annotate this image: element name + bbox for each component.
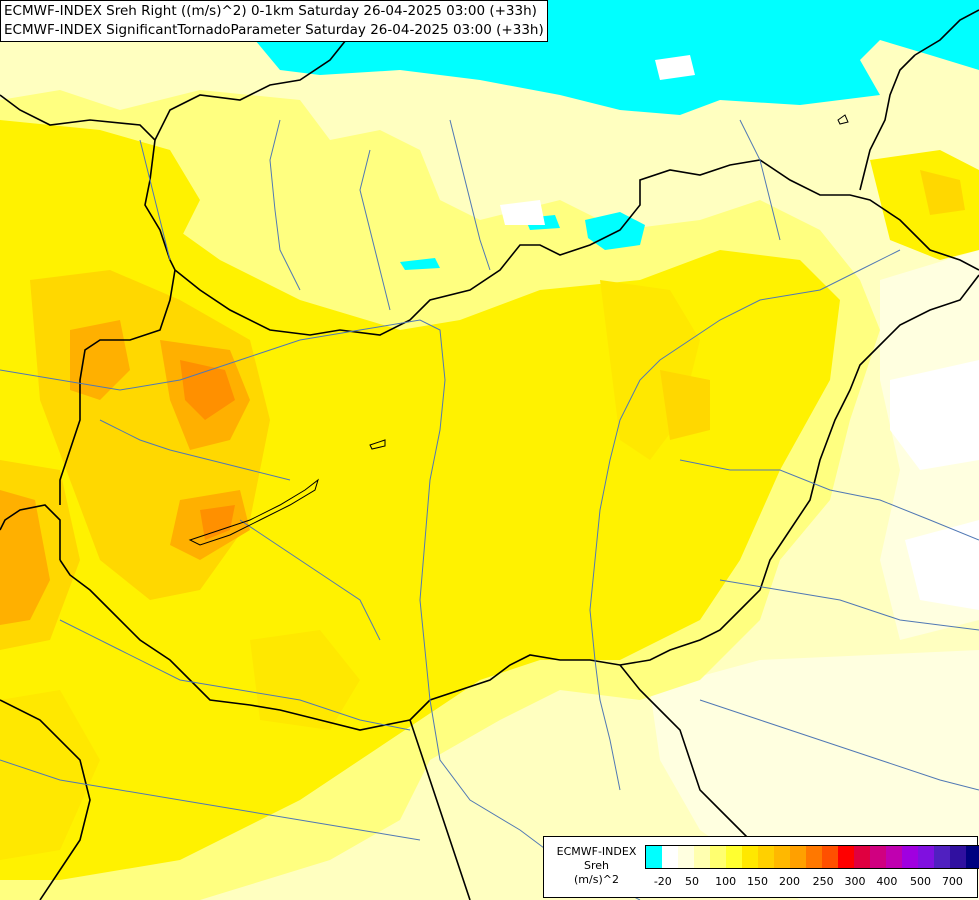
legend-swatch xyxy=(694,846,710,868)
yellow-region-northeast xyxy=(870,150,979,260)
river-drava xyxy=(59,619,411,731)
river-sava xyxy=(0,759,421,841)
legend-tick-label: 100 xyxy=(715,875,737,888)
legend-tick-label: 400 xyxy=(876,875,898,888)
map-title-box: ECMWF-INDEX Sreh Right ((m/s)^2) 0-1km S… xyxy=(0,0,548,42)
river-raba xyxy=(99,419,291,481)
gold-patch-east xyxy=(660,370,710,440)
rivers xyxy=(0,119,979,900)
legend-tick-label: 500 xyxy=(910,875,932,888)
border-slovakia-hungary xyxy=(174,159,979,336)
river-danube xyxy=(0,319,641,900)
legend-tick-label: 300 xyxy=(844,875,866,888)
legend-swatch xyxy=(790,846,806,868)
border-hungary-croatia xyxy=(59,559,411,731)
legend-swatch xyxy=(886,846,902,868)
legend-tick-label: 150 xyxy=(747,875,769,888)
legend-tick-label: 200 xyxy=(778,875,800,888)
river-north-2 xyxy=(739,119,781,241)
legend-swatch xyxy=(822,846,838,868)
legend-tick-label: 700 xyxy=(941,875,963,888)
legend-tick-label: 50 xyxy=(685,875,700,888)
river-east-2 xyxy=(719,579,979,631)
border-austria-hungary-north xyxy=(59,269,176,505)
border-austria-hungary xyxy=(0,504,61,560)
white-patch-north xyxy=(500,200,545,225)
legend-swatch xyxy=(854,846,870,868)
legend-swatch xyxy=(662,846,678,868)
river-south-east xyxy=(699,699,979,791)
lake-small-north xyxy=(837,114,849,125)
legend-swatch xyxy=(950,846,966,868)
white-hole-north xyxy=(655,55,695,80)
orange-patch-edge xyxy=(0,490,50,625)
river-morava xyxy=(139,139,171,261)
legend-swatch xyxy=(918,846,934,868)
border-slovakia-ukraine xyxy=(859,54,916,191)
legend-swatch xyxy=(934,846,950,868)
border-slovenia-croatia xyxy=(0,699,91,900)
legend-swatch xyxy=(726,846,742,868)
river-hron xyxy=(269,119,301,291)
legend-swatch xyxy=(774,846,790,868)
legend-tick-label: 250 xyxy=(812,875,834,888)
legend-title-param: Sreh xyxy=(583,859,609,872)
legend-title-unit: (m/s)^2 xyxy=(574,873,619,886)
legend-title: ECMWF-INDEX Sreh (m/s)^2 xyxy=(550,845,643,887)
border-croatia-serbia xyxy=(409,719,471,900)
map-title-line-2: ECMWF-INDEX SignificantTornadoParameter … xyxy=(4,22,544,38)
river-zala xyxy=(239,519,381,641)
color-legend: ECMWF-INDEX Sreh (m/s)^2 -20 50 100 150 200 2… xyxy=(543,836,979,898)
river-vah xyxy=(359,149,391,311)
lake-velence xyxy=(369,439,386,450)
gold-patch-northeast xyxy=(920,170,965,215)
yellow-region-northwest xyxy=(0,120,200,250)
river-north-1 xyxy=(449,119,491,271)
gold-patch-southwest-2 xyxy=(250,630,360,730)
legend-tick-labels: -20 50 100 150 200 250 300 400 500 700 xyxy=(645,875,975,891)
gold-patch-southwest xyxy=(0,690,100,860)
border-hungary-serbia xyxy=(409,654,621,721)
legend-swatch xyxy=(966,846,979,868)
legend-swatch xyxy=(758,846,774,868)
river-east-1 xyxy=(679,459,979,541)
border-hungary-ukraine-romania xyxy=(619,274,979,666)
legend-swatch xyxy=(902,846,918,868)
legend-swatch xyxy=(838,846,854,868)
legend-swatch xyxy=(646,846,662,868)
legend-color-scale xyxy=(645,845,979,869)
cyan-area-lake-3 xyxy=(400,258,440,270)
map-title-line-1: ECMWF-INDEX Sreh Right ((m/s)^2) 0-1km S… xyxy=(4,3,537,19)
white-area-east xyxy=(890,360,979,470)
legend-swatch xyxy=(710,846,726,868)
legend-swatch xyxy=(678,846,694,868)
legend-title-model: ECMWF-INDEX xyxy=(556,845,637,858)
legend-swatch xyxy=(806,846,822,868)
legend-swatch xyxy=(742,846,758,868)
border-poland-ukraine xyxy=(914,9,979,56)
orange-patch-lake-core xyxy=(200,505,235,540)
legend-swatch xyxy=(870,846,886,868)
legend-tick-label: -20 xyxy=(653,875,672,888)
lake-balaton xyxy=(188,478,319,546)
river-tisza xyxy=(589,249,901,791)
white-area-southeast-1 xyxy=(905,520,979,610)
